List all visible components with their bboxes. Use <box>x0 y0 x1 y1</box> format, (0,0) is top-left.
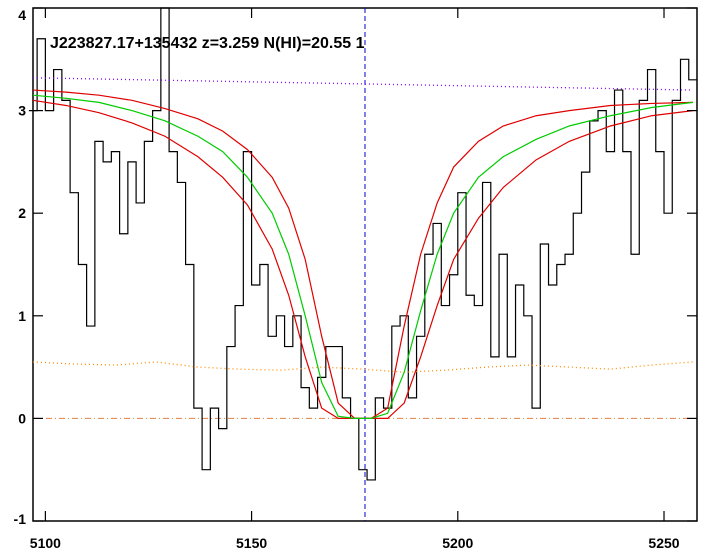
x-tick-label: 5150 <box>236 535 267 551</box>
y-tick-label: 2 <box>18 205 26 221</box>
flux-steps <box>28 7 697 481</box>
model-line <box>32 99 693 419</box>
model-line <box>32 89 693 419</box>
y-tick-label: 0 <box>18 410 26 426</box>
chart-title: J223827.17+135432 z=3.259 N(HI)=20.55 1 <box>50 35 365 52</box>
x-tick-label: 5250 <box>648 535 679 551</box>
y-tick-label: 4 <box>18 7 26 23</box>
y-tick-label: 1 <box>18 308 26 324</box>
dotted-line <box>32 361 693 373</box>
y-tick-label: -1 <box>14 511 27 527</box>
dotted-line <box>32 77 693 91</box>
x-tick-label: 5200 <box>442 535 473 551</box>
y-tick-label: 3 <box>18 103 26 119</box>
model-line <box>32 94 693 419</box>
x-tick-label: 5100 <box>30 535 61 551</box>
